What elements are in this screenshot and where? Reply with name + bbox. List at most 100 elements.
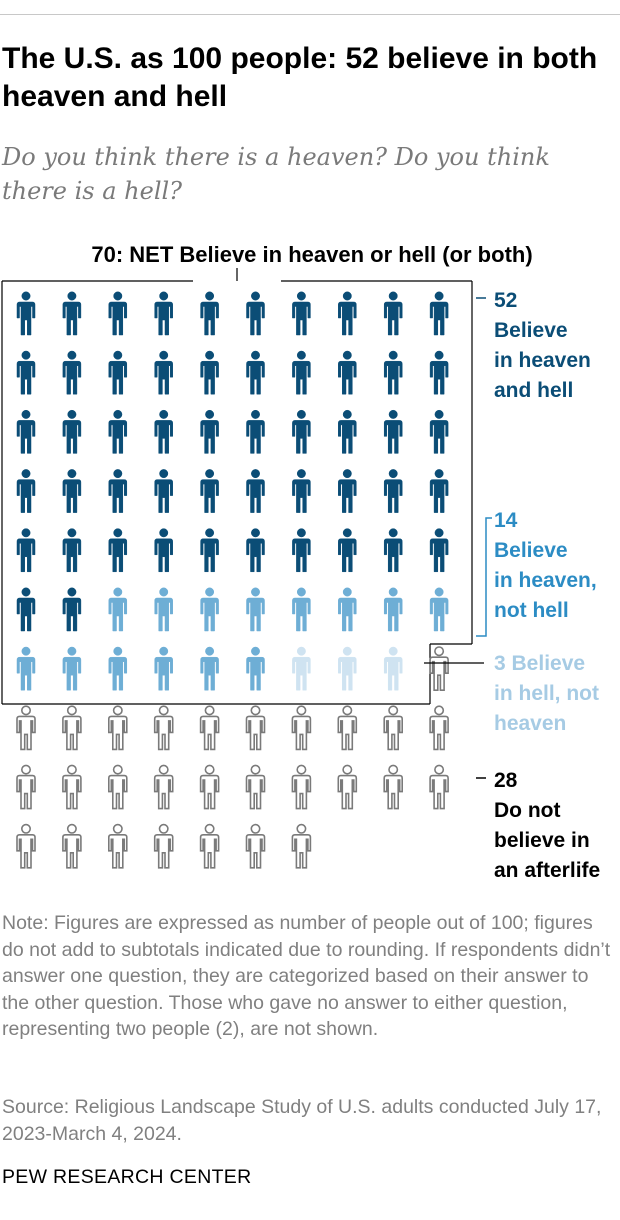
person-icon-4 [245, 823, 266, 869]
person-icon-1 [108, 350, 128, 395]
person-icon-1 [383, 350, 403, 395]
person-icon-4 [199, 764, 220, 810]
chart-subtitle: Do you think there is a heaven? Do you t… [2, 143, 550, 205]
category-label-1: 52 Believe in heaven and hell [494, 289, 591, 402]
person-icon-1 [291, 409, 311, 454]
category-label-line: 3 Believe [494, 652, 585, 675]
person-icon-1 [62, 468, 82, 514]
person-icon-4 [62, 705, 82, 751]
person-icon-4 [429, 646, 449, 692]
person-icon-4 [108, 705, 128, 751]
person-icon-1 [383, 409, 403, 454]
category-label-line: in heaven, [494, 569, 597, 592]
person-icon-1 [291, 291, 311, 336]
person-icon-1 [108, 468, 128, 514]
person-icon-2 [200, 587, 220, 632]
person-icon-1 [337, 291, 357, 336]
category-label-line: Do not [494, 799, 560, 822]
person-icon-4 [62, 823, 82, 869]
person-icon-4 [429, 705, 449, 751]
person-icon-1 [16, 587, 36, 632]
category-label-2: 14 Believe in heaven, not hell [494, 509, 597, 622]
net-bracket-label: 70: NET Believe in heaven or hell (or bo… [91, 242, 532, 267]
person-icons [16, 291, 449, 869]
person-icon-1 [337, 468, 357, 514]
chart-title: The U.S. as 100 people: 52 believe in bo… [2, 42, 598, 113]
icon-array-chart: 70: NET Believe in heaven or hell (or bo… [1, 242, 600, 882]
person-icon-1 [337, 528, 357, 573]
person-icon-1 [16, 409, 36, 454]
person-icon-4 [337, 764, 358, 810]
person-icon-1 [62, 587, 82, 632]
category-label-line: Believe [494, 539, 568, 562]
chart-credit: PEW RESEARCH CENTER [2, 1166, 252, 1188]
person-icon-1 [429, 468, 449, 514]
person-icon-1 [246, 291, 265, 336]
person-icon-4 [153, 764, 174, 810]
person-icon-1 [246, 350, 265, 395]
connector-heaven-only [476, 517, 492, 637]
person-icon-2 [108, 587, 128, 632]
person-icon-2 [62, 646, 82, 691]
person-icon-4 [16, 764, 36, 810]
person-icon-1 [200, 409, 220, 454]
chart-source: Source: Religious Landscape Study of U.S… [2, 1096, 602, 1145]
person-icon-4 [108, 823, 128, 869]
person-icon-1 [154, 350, 174, 395]
person-icon-2 [429, 587, 449, 632]
person-icon-2 [246, 646, 265, 691]
person-icon-1 [429, 291, 449, 336]
person-icon-1 [200, 350, 220, 395]
person-icon-1 [62, 409, 82, 454]
person-icon-1 [246, 409, 265, 454]
person-icon-4 [199, 823, 220, 869]
person-icon-1 [291, 468, 311, 514]
person-icon-1 [154, 409, 174, 454]
category-label-line: an afterlife [494, 859, 600, 882]
person-icon-1 [246, 468, 265, 514]
person-icon-3 [337, 646, 357, 691]
person-icon-4 [337, 705, 358, 751]
category-label-line: Believe [494, 319, 568, 342]
category-label-line: 14 [494, 509, 518, 532]
category-label-line: in heaven [494, 349, 591, 372]
person-icon-2 [16, 646, 36, 691]
person-icon-1 [383, 468, 403, 514]
label-connectors [424, 297, 492, 779]
person-icon-1 [200, 468, 220, 514]
person-icon-1 [337, 350, 357, 395]
category-label-line: not hell [494, 599, 569, 622]
person-icon-2 [154, 587, 174, 632]
person-icon-4 [291, 764, 312, 810]
category-label-line: 28 [494, 769, 518, 792]
category-label-3: 3 Believe in hell, not heaven [494, 652, 599, 735]
person-icon-3 [383, 646, 403, 691]
person-icon-2 [337, 587, 357, 632]
person-icon-4 [383, 764, 404, 810]
person-icon-4 [16, 823, 36, 869]
person-icon-1 [291, 528, 311, 573]
person-icon-1 [246, 528, 265, 573]
category-labels: 52 Believe in heaven and hell 14 Believe in he… [494, 289, 600, 882]
person-icon-1 [16, 528, 36, 573]
person-icon-4 [16, 705, 36, 751]
person-icon-1 [16, 468, 36, 514]
person-icon-2 [383, 587, 403, 632]
person-icon-1 [383, 291, 403, 336]
person-icon-1 [383, 528, 403, 573]
person-icon-2 [246, 587, 265, 632]
category-label-line: in hell, not [494, 682, 599, 705]
person-icon-1 [337, 409, 357, 454]
person-icon-1 [154, 291, 174, 336]
chart-note: Note: Figures are expressed as number of… [2, 912, 611, 1040]
person-icon-2 [200, 646, 220, 691]
person-icon-1 [62, 528, 82, 573]
person-icon-1 [108, 528, 128, 573]
category-label-line: believe in [494, 829, 590, 852]
category-label-line: heaven [494, 712, 566, 735]
person-icon-1 [200, 528, 220, 573]
person-icon-4 [383, 705, 404, 751]
person-icon-4 [245, 764, 266, 810]
person-icon-4 [153, 823, 174, 869]
person-icon-4 [245, 705, 266, 751]
